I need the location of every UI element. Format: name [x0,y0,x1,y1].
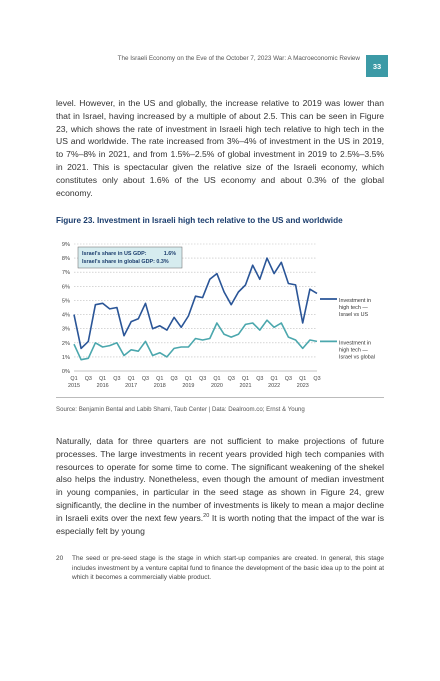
x-tick-label: Q3 [228,376,235,382]
x-tick-label: Q1 [70,376,77,382]
x-tick-label: Q1 [213,376,220,382]
y-tick-label: 6% [62,284,70,290]
paragraph-2-text: Naturally, data for three quarters are n… [56,436,384,523]
x-tick-year: 2016 [97,383,109,389]
x-tick-label: Q3 [142,376,149,382]
gdp-share-annotation-box [77,246,183,269]
legend-label: Israel vs global [339,354,375,360]
y-tick-label: 2% [62,341,70,347]
x-tick-year: 2023 [297,383,309,389]
series-line-israel-vs-us [73,257,318,350]
x-tick-year: 2018 [154,383,166,389]
page-number: 33 [366,55,388,77]
x-tick-label: Q1 [299,376,306,382]
footnote: 20 The seed or pre-seed stage is the sta… [56,554,384,583]
x-tick-label: Q3 [170,376,177,382]
y-tick-label: 9% [62,242,70,248]
source-divider [56,397,384,398]
x-tick-label: Q3 [199,376,206,382]
legend-label: Investment in [339,340,371,346]
x-tick-year: 2022 [268,383,280,389]
annotation-us-value: 1.6% [164,251,176,257]
annotation-global-label: Israel's share in global GDP: 0.3% [82,259,169,265]
x-tick-year: 2019 [182,383,194,389]
x-tick-label: Q1 [271,376,278,382]
y-tick-label: 1% [62,355,70,361]
x-tick-label: Q3 [313,376,320,382]
figure-title: Figure 23. Investment in Israeli high te… [56,216,343,225]
annotation-us-label: Israel's share in US GDP: [82,251,147,257]
legend-label: Israel vs US [339,312,368,318]
y-tick-label: 8% [62,256,70,262]
y-tick-label: 0% [62,369,70,375]
y-tick-label: 3% [62,327,70,333]
footnote-reference[interactable]: 20 [203,512,210,519]
legend-label: high tech — [339,305,368,311]
x-tick-label: Q1 [156,376,163,382]
footnote-text: The seed or pre-seed stage is the stage … [72,555,384,582]
x-tick-label: Q3 [285,376,292,382]
y-tick-label: 4% [62,313,70,319]
series-line-israel-vs-global [73,319,318,361]
legend-label: Investment in [339,298,371,304]
x-tick-year: 2021 [240,383,252,389]
legend-label: high tech — [339,347,368,353]
y-tick-label: 5% [62,298,70,304]
running-header: The Israeli Economy on the Eve of the Oc… [117,55,360,62]
x-tick-year: 2015 [68,383,80,389]
x-tick-label: Q1 [185,376,192,382]
x-tick-label: Q1 [128,376,135,382]
x-tick-year: 2017 [125,383,137,389]
body-paragraph-1: level. However, in the US and globally, … [56,98,384,198]
x-tick-label: Q1 [242,376,249,382]
y-tick-label: 7% [62,270,70,276]
x-tick-label: Q3 [85,376,92,382]
x-tick-year: 2020 [211,383,223,389]
x-tick-label: Q3 [256,376,263,382]
x-tick-label: Q3 [113,376,120,382]
body-paragraph-2: Naturally, data for three quarters are n… [56,435,384,537]
paragraph-2-tail: It is worth noting that the impact of th… [56,512,384,536]
figure-source: Source: Benjamin Bental and Labib Shami,… [56,406,305,413]
x-tick-label: Q1 [99,376,106,382]
footnote-number: 20 [56,555,64,562]
